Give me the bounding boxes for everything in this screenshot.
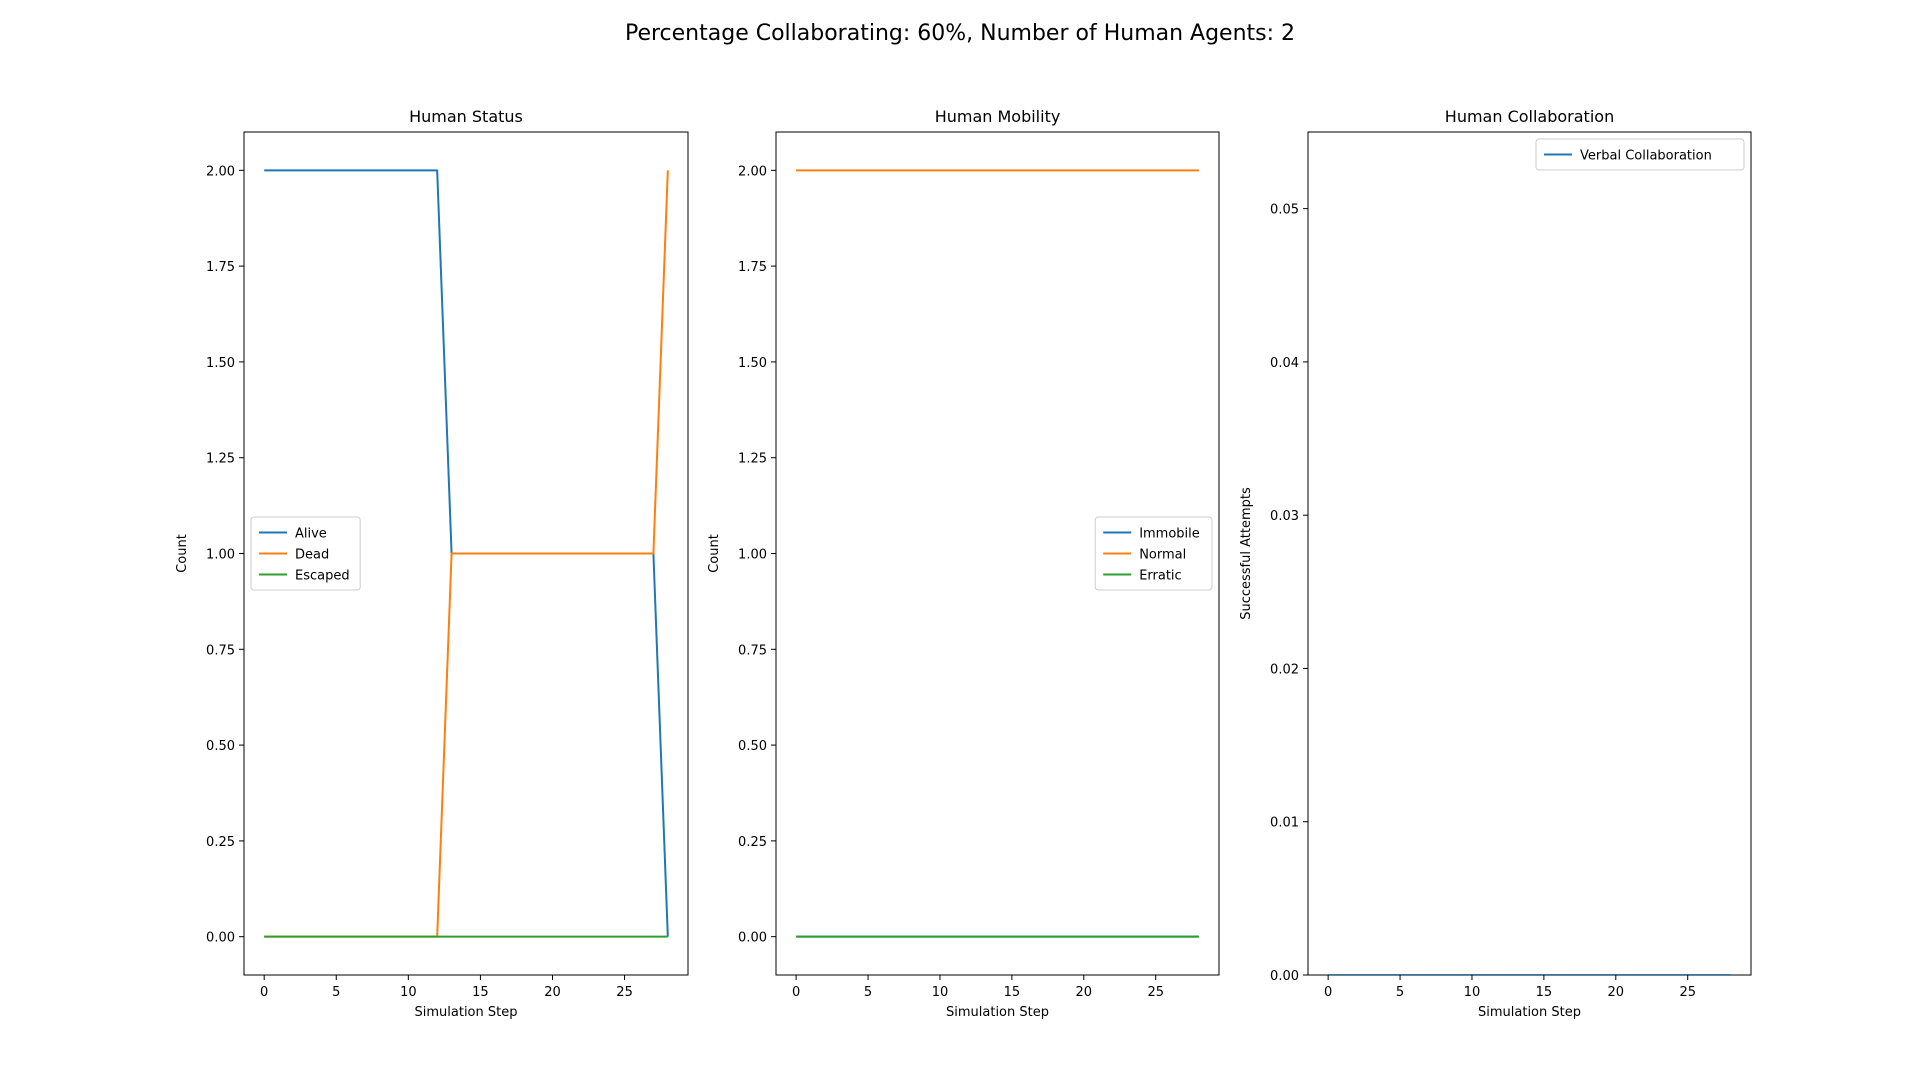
chart-1-xtick-label: 10 [400,985,417,1000]
chart-1-title: Human Status [409,107,523,126]
chart-1: Human Status 0 5 10 15 20 25 0.00 0.25 0.50 0.75 1.… [175,107,689,1020]
chart-3-ylabel: Successful Attempts [1239,487,1254,620]
chart-3: Human Collaboration 0 5 10 15 20 25 0.00 0.01 0.0… [1239,107,1752,1020]
chart-2-legend-box [1094,516,1213,591]
chart-3-ytick-label: 0.02 [1270,662,1299,677]
chart-1-xtick-label: 20 [544,985,561,1000]
chart-3-ytick-label: 0.03 [1270,509,1299,524]
chart-1-xtick-label: 25 [616,985,633,1000]
chart-2-ytick-label: 1.00 [738,548,767,563]
chart-2-legend-label-immobile: Immobile [1139,527,1200,542]
chart-3-xtick-label: 25 [1679,985,1696,1000]
chart-3-ytick-label: 0.01 [1270,816,1299,831]
chart-2-xtick-label: 25 [1147,985,1164,1000]
chart-2-xtick-label: 20 [1076,985,1093,1000]
chart-1-ytick-label: 1.25 [206,452,235,467]
chart-3-xtick-label: 10 [1464,985,1481,1000]
chart-2: Human Mobility 0 5 10 15 20 25 0.00 0.25 0.50 0.75… [707,107,1220,1020]
chart-1-series-group [264,169,669,938]
chart-1-xtick-label: 0 [260,985,268,1000]
chart-3-xtick-label: 15 [1536,985,1553,1000]
chart-1-legend-label-alive: Alive [295,527,327,542]
chart-2-xtick-label: 0 [792,985,800,1000]
chart-1-legend: Alive Dead Escaped [250,516,361,591]
figure-title: Percentage Collaborating: 60%, Number of… [625,21,1295,46]
chart-3-xlabel: Simulation Step [1478,1005,1581,1020]
chart-2-legend-label-normal: Normal [1139,548,1186,563]
chart-1-legend-label-dead: Dead [295,548,329,563]
chart-1-legend-label-escaped: Escaped [295,569,350,584]
chart-1-xtick-label: 5 [332,985,340,1000]
chart-1-ytick-label: 1.75 [206,260,235,275]
chart-3-xtick-label: 20 [1608,985,1625,1000]
chart-3-ytick-label: 0.04 [1270,356,1299,371]
chart-1-xlabel: Simulation Step [415,1005,518,1020]
chart-1-ytick-label: 0.25 [206,835,235,850]
chart-2-ytick-label: 1.25 [738,452,767,467]
chart-3-ytick-label: 0.00 [1270,969,1299,984]
chart-1-ytick-label: 0.50 [206,739,235,754]
chart-2-ytick-label: 1.75 [738,260,767,275]
chart-3-ytick-label: 0.05 [1270,203,1299,218]
chart-2-ytick-label: 0.75 [738,643,767,658]
chart-2-ytick-label: 0.00 [738,931,767,946]
chart-2-ytick-label: 0.50 [738,739,767,754]
chart-3-xtick-label: 5 [1396,985,1404,1000]
chart-2-ylabel: Count [707,534,722,573]
chart-1-xtick-label: 15 [472,985,489,1000]
chart-1-ytick-label: 2.00 [206,164,235,179]
chart-2-xtick-label: 15 [1004,985,1021,1000]
chart-3-legend: Verbal Collaboration [1535,138,1745,171]
chart-3-xtick-label: 0 [1324,985,1332,1000]
chart-1-ytick-label: 0.00 [206,931,235,946]
chart-2-series-group [796,169,1199,938]
chart-3-legend-box [1535,138,1745,171]
chart-3-legend-label-verbal-collaboration: Verbal Collaboration [1580,149,1712,164]
chart-2-ytick-label: 1.50 [738,356,767,371]
chart-2-legend: Immobile Normal Erratic [1094,516,1213,591]
chart-3-title: Human Collaboration [1445,107,1614,126]
chart-1-ytick-label: 1.00 [206,548,235,563]
chart-2-legend-label-erratic: Erratic [1139,569,1182,584]
chart-1-ylabel: Count [175,534,190,573]
chart-2-xtick-label: 10 [932,985,949,1000]
chart-3-axes-frame [1307,131,1752,976]
chart-1-ytick-label: 0.75 [206,643,235,658]
subplots: Human Status 0 5 10 15 20 25 0.00 0.25 0.50 0.75 1.… [175,107,1752,1020]
chart-1-ytick-label: 1.50 [206,356,235,371]
chart-1-legend-box [250,516,361,591]
chart-2-xlabel: Simulation Step [946,1005,1049,1020]
chart-2-ytick-label: 2.00 [738,164,767,179]
chart-2-title: Human Mobility [935,107,1061,126]
chart-2-xtick-label: 5 [864,985,872,1000]
chart-2-ytick-label: 0.25 [738,835,767,850]
